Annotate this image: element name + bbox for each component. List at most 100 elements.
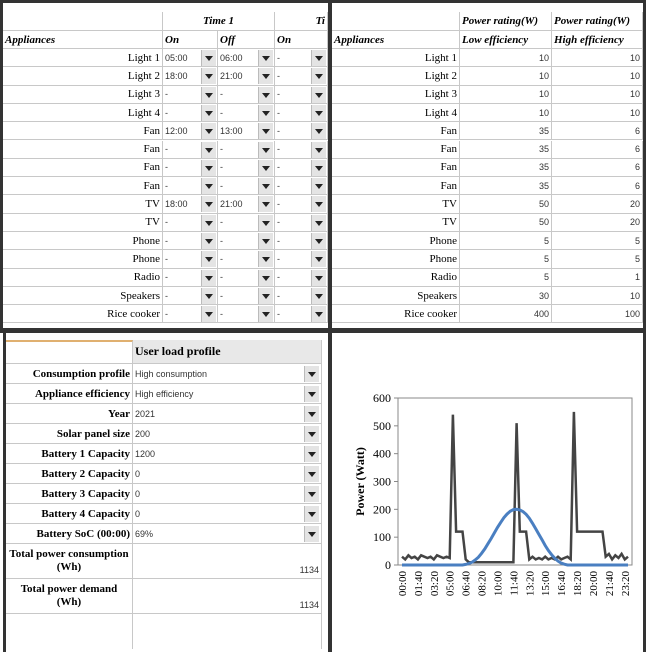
dropdown-button[interactable] <box>201 214 216 231</box>
dropdown-button[interactable] <box>304 526 319 542</box>
time-cell[interactable]: - <box>275 67 328 86</box>
dropdown-button[interactable] <box>201 86 216 103</box>
dropdown-button[interactable] <box>201 269 216 286</box>
time-cell[interactable]: - <box>218 305 275 324</box>
dropdown-button[interactable] <box>311 233 326 249</box>
time-cell[interactable]: - <box>275 195 328 214</box>
time-cell[interactable]: - <box>275 305 328 324</box>
field-value[interactable]: 0 <box>133 504 322 524</box>
dropdown-button[interactable] <box>201 123 216 140</box>
time-cell[interactable]: - <box>218 158 275 178</box>
dropdown-button[interactable] <box>311 104 326 121</box>
dropdown-button[interactable] <box>201 104 216 121</box>
time-cell[interactable]: - <box>163 305 218 324</box>
dropdown-button[interactable] <box>258 141 273 158</box>
dropdown-button[interactable] <box>311 251 326 268</box>
field-value[interactable]: 2021 <box>133 404 322 424</box>
dropdown-button[interactable] <box>304 426 319 442</box>
dropdown-button[interactable] <box>258 214 273 231</box>
dropdown-button[interactable] <box>201 68 216 85</box>
dropdown-button[interactable] <box>201 159 216 176</box>
time-cell[interactable]: - <box>275 103 328 123</box>
dropdown-button[interactable] <box>258 86 273 103</box>
time-cell[interactable]: - <box>275 177 328 196</box>
time-cell[interactable]: - <box>275 250 328 269</box>
dropdown-button[interactable] <box>258 104 273 121</box>
dropdown-button[interactable] <box>311 141 326 158</box>
dropdown-button[interactable] <box>201 287 216 304</box>
dropdown-button[interactable] <box>311 269 326 286</box>
dropdown-button[interactable] <box>258 306 273 323</box>
time-cell[interactable]: - <box>163 286 218 306</box>
time-cell[interactable]: - <box>163 140 218 159</box>
time-cell[interactable]: - <box>163 213 218 232</box>
dropdown-button[interactable] <box>258 251 273 268</box>
time-cell[interactable]: 06:00 <box>218 49 275 68</box>
dropdown-button[interactable] <box>304 446 319 462</box>
time-cell[interactable]: - <box>275 85 328 104</box>
time-cell[interactable]: - <box>163 103 218 123</box>
dropdown-button[interactable] <box>258 123 273 140</box>
time-cell[interactable]: - <box>218 213 275 232</box>
dropdown-button[interactable] <box>258 159 273 176</box>
dropdown-button[interactable] <box>258 178 273 195</box>
dropdown-button[interactable] <box>201 233 216 249</box>
time-cell[interactable]: - <box>163 268 218 287</box>
dropdown-button[interactable] <box>258 196 273 213</box>
time-cell[interactable]: - <box>275 232 328 251</box>
dropdown-button[interactable] <box>311 159 326 176</box>
time-cell[interactable]: 12:00 <box>163 122 218 141</box>
time-cell[interactable]: 21:00 <box>218 67 275 86</box>
dropdown-button[interactable] <box>201 196 216 213</box>
dropdown-button[interactable] <box>201 141 216 158</box>
dropdown-button[interactable] <box>201 306 216 323</box>
field-value[interactable]: High consumption <box>133 364 322 384</box>
dropdown-button[interactable] <box>311 68 326 85</box>
dropdown-button[interactable] <box>258 269 273 286</box>
time-cell[interactable]: - <box>218 103 275 123</box>
time-cell[interactable]: 18:00 <box>163 195 218 214</box>
dropdown-button[interactable] <box>304 466 319 482</box>
time-cell[interactable]: - <box>275 140 328 159</box>
time-cell[interactable]: - <box>218 177 275 196</box>
time-cell[interactable]: - <box>275 268 328 287</box>
time-cell[interactable]: - <box>218 140 275 159</box>
time-cell[interactable]: 21:00 <box>218 195 275 214</box>
field-value[interactable]: 200 <box>133 424 322 444</box>
dropdown-button[interactable] <box>311 287 326 304</box>
dropdown-button[interactable] <box>304 366 319 382</box>
dropdown-button[interactable] <box>201 251 216 268</box>
dropdown-button[interactable] <box>304 406 319 422</box>
dropdown-button[interactable] <box>304 486 319 502</box>
dropdown-button[interactable] <box>201 50 216 66</box>
time-cell[interactable]: 18:00 <box>163 67 218 86</box>
dropdown-button[interactable] <box>311 50 326 66</box>
time-cell[interactable]: - <box>275 213 328 232</box>
dropdown-button[interactable] <box>304 506 319 522</box>
dropdown-button[interactable] <box>258 287 273 304</box>
dropdown-button[interactable] <box>311 214 326 231</box>
time-cell[interactable]: - <box>275 158 328 178</box>
dropdown-button[interactable] <box>311 123 326 140</box>
dropdown-button[interactable] <box>311 196 326 213</box>
field-value[interactable]: 0 <box>133 464 322 484</box>
field-value[interactable]: 1200 <box>133 444 322 464</box>
time-cell[interactable]: - <box>163 177 218 196</box>
time-cell[interactable]: - <box>218 85 275 104</box>
dropdown-button[interactable] <box>311 306 326 323</box>
dropdown-button[interactable] <box>258 68 273 85</box>
time-cell[interactable]: 13:00 <box>218 122 275 141</box>
time-cell[interactable]: - <box>163 250 218 269</box>
time-cell[interactable]: - <box>163 232 218 251</box>
field-value[interactable]: High efficiency <box>133 384 322 404</box>
time-cell[interactable]: - <box>275 122 328 141</box>
time-cell[interactable]: - <box>218 268 275 287</box>
dropdown-button[interactable] <box>201 178 216 195</box>
time-cell[interactable]: - <box>275 49 328 68</box>
time-cell[interactable]: - <box>218 286 275 306</box>
dropdown-button[interactable] <box>311 86 326 103</box>
time-cell[interactable]: - <box>163 158 218 178</box>
dropdown-button[interactable] <box>311 178 326 195</box>
time-cell[interactable]: - <box>163 85 218 104</box>
dropdown-button[interactable] <box>258 233 273 249</box>
